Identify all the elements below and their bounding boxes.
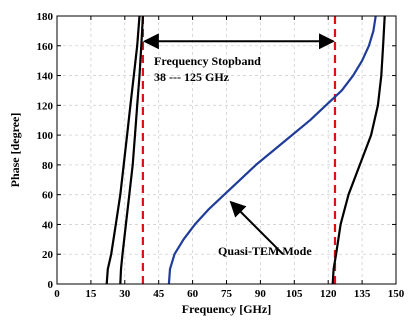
annotation-stopband-range: 38 --- 125 GHz	[154, 70, 230, 84]
y-tick-label: 60	[42, 190, 54, 202]
y-tick-label: 40	[42, 219, 54, 231]
y-tick-label: 120	[37, 100, 54, 112]
x-axis-title: Frequency [GHz]	[182, 302, 271, 316]
y-tick-label: 0	[48, 279, 54, 291]
x-tick-label: 135	[354, 288, 371, 300]
series-line-2	[119, 15, 144, 285]
y-tick-label: 20	[42, 249, 54, 261]
x-tick-label: 105	[286, 288, 303, 300]
series-line-0	[167, 15, 377, 285]
x-tick-label: 75	[221, 288, 233, 300]
quasi-tem-arrow	[229, 200, 284, 255]
x-tick-label: 90	[255, 288, 267, 300]
y-tick-label: 140	[37, 71, 54, 83]
stopband-lines	[141, 16, 337, 284]
y-tick-label: 100	[37, 130, 54, 142]
x-tick-label: 0	[54, 288, 60, 300]
y-tick-label: 180	[37, 11, 54, 23]
y-axis-title: Phase [degree]	[8, 113, 22, 188]
x-tick-label: 60	[187, 288, 199, 300]
x-tick-label: 150	[388, 288, 405, 300]
y-tick-label: 160	[37, 41, 54, 53]
x-tick-label: 45	[153, 288, 165, 300]
x-tick-label: 15	[85, 288, 97, 300]
x-tick-label: 120	[320, 288, 337, 300]
annotation-quasi-tem: Quasi-TEM Mode	[218, 244, 312, 258]
series-line-3	[331, 15, 386, 285]
y-tick-label: 80	[42, 160, 54, 172]
ticks: 0 15 30 45 60 75 90 105 120 135 150 0 20 40 60 80 100 120…	[37, 11, 405, 300]
x-tick-label: 30	[119, 288, 131, 300]
series-lines	[105, 15, 386, 285]
series-line-1	[105, 15, 141, 285]
annotation-stopband-title: Frequency Stopband	[154, 54, 261, 68]
